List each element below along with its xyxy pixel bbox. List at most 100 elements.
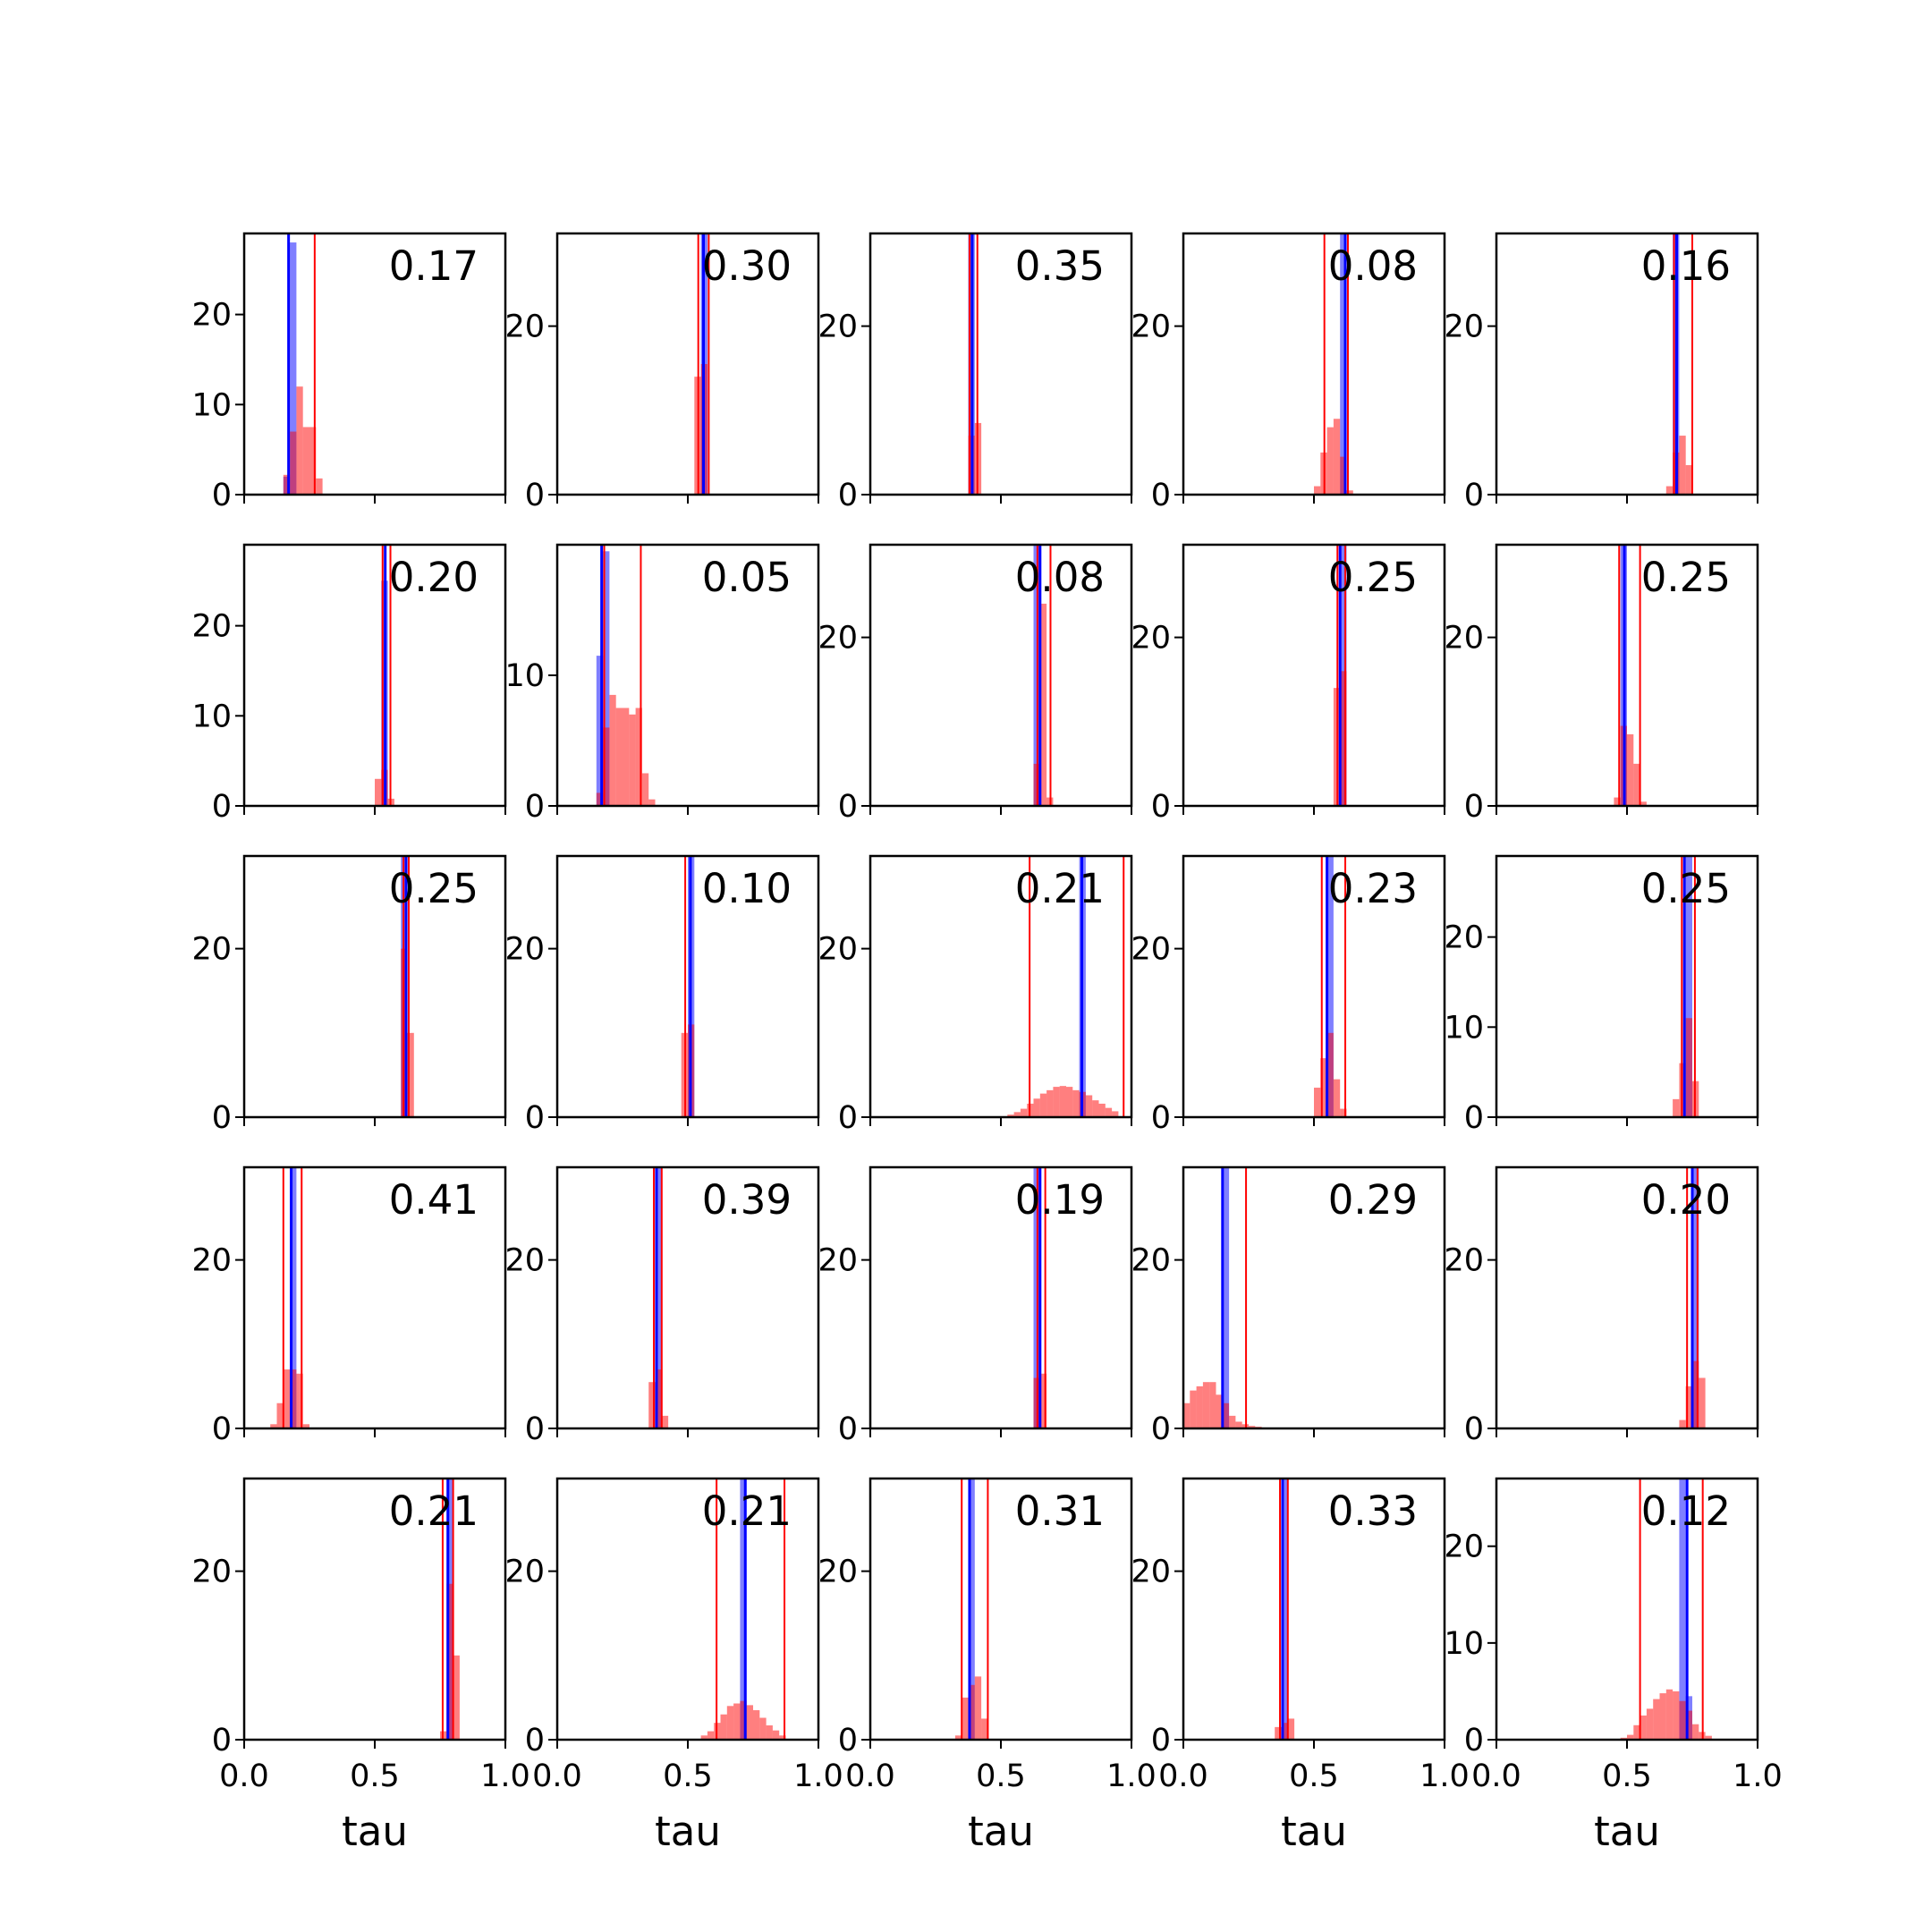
subplot-score-label: 0.25 [389,865,479,912]
y-tick-label: 0 [525,789,545,825]
red-hist-bar [974,1676,982,1740]
y-tick-label: 0 [525,1723,545,1758]
y-tick-label: 20 [818,1555,858,1590]
x-tick-label: 0.5 [350,1758,400,1794]
y-tick-label: 20 [191,609,232,645]
red-hist-bar [1196,1385,1203,1428]
x-axis-title: tau [342,1808,408,1855]
red-hist-bar [1007,1114,1014,1117]
red-hist-bar [766,1724,773,1740]
blue-hist-bar [290,242,297,495]
subplot-2-3: 0 20 0.08 [818,543,1133,825]
red-hist-bar [1314,486,1321,495]
red-hist-bar [296,386,303,495]
red-hist-bar [1066,1087,1073,1117]
red-hist-bar [446,1583,453,1740]
subplot-score-label: 0.25 [1641,554,1731,601]
red-hist-bar [1020,1108,1028,1117]
red-hist-bar [1640,1715,1647,1740]
red-hist-bar [1112,1111,1119,1117]
red-hist-bar [1679,1700,1686,1740]
subplot-score-label: 0.20 [389,554,479,601]
red-hist-bar [1209,1382,1216,1428]
y-tick-label: 20 [191,932,232,968]
blue-hist-bar [968,1479,975,1740]
y-tick-label: 0 [838,1723,858,1758]
y-tick-label: 20 [504,309,545,345]
subplot-score-label: 0.30 [702,242,792,290]
subplot-4-1: 0 20 0.41 [191,1165,507,1447]
red-hist-bar [1013,1112,1021,1117]
subplot-3-5: 0 10 20 0.25 [1444,854,1759,1136]
red-hist-bar [1659,1693,1666,1740]
subplots: 0 10 20 0.17 0 20 0.30 0 20 0.35 0 20 0.08 0 20 0.16 0 10… [191,232,1783,1855]
red-hist-bar [1705,1735,1712,1740]
y-tick-label: 0 [1464,1723,1484,1758]
subplot-score-label: 0.33 [1328,1487,1418,1535]
red-hist-bar [968,1684,975,1740]
subplot-score-label: 0.08 [1015,554,1105,601]
subplot-3-4: 0 20 0.23 [1131,854,1446,1136]
subplot-4-3: 0 20 0.19 [818,1165,1133,1447]
red-hist-bar [753,1710,760,1740]
y-tick-label: 0 [525,1411,545,1447]
y-tick-label: 10 [504,658,545,694]
red-hist-bar [375,778,382,806]
red-hist-bar [276,1402,284,1428]
red-hist-bar [1190,1390,1197,1428]
x-tick-label: 1.0 [793,1758,843,1794]
red-hist-bar [296,1373,303,1428]
subplot-4-4: 0 20 0.29 [1131,1165,1446,1447]
subplot-1-1: 0 10 20 0.17 [191,232,507,513]
red-hist-bar [629,714,636,806]
red-hist-bar [1673,1098,1680,1117]
red-hist-bar [779,1735,786,1740]
y-tick-label: 20 [818,932,858,968]
red-hist-bar [309,427,317,495]
red-hist-bar [1275,1726,1282,1740]
subplot-score-label: 0.39 [702,1176,792,1224]
y-tick-label: 20 [1131,309,1171,345]
red-hist-bar [453,1655,460,1740]
y-tick-label: 0 [1464,478,1484,513]
subplot-2-2: 0 10 0.05 [504,543,820,825]
red-hist-bar [1046,1089,1054,1117]
red-hist-bar [290,431,297,495]
red-hist-bar [726,1706,734,1740]
y-tick-label: 20 [1444,1530,1484,1565]
y-tick-label: 0 [212,1723,232,1758]
red-hist-bar [720,1714,727,1740]
red-hist-bar [270,1424,277,1428]
y-tick-label: 10 [191,699,232,734]
blue-hist-bar [1685,856,1692,1117]
subplot-3-1: 0 20 0.25 [191,854,507,1136]
y-tick-label: 0 [212,1411,232,1447]
red-hist-bar [641,773,649,806]
red-hist-bar [316,478,323,495]
x-tick-label: 0.5 [1289,1758,1339,1794]
subplot-1-5: 0 20 0.16 [1444,232,1759,513]
red-hist-bar [1039,1373,1047,1428]
red-hist-bar [1039,603,1047,806]
subplot-1-2: 0 20 0.30 [504,232,820,513]
subplot-score-label: 0.25 [1641,865,1731,912]
x-tick-label: 0.0 [219,1758,269,1794]
y-tick-label: 20 [818,1243,858,1279]
blue-hist-bar [603,551,610,806]
red-hist-bar [981,1718,988,1740]
y-tick-label: 20 [1131,932,1171,968]
y-tick-label: 0 [1464,1411,1484,1447]
red-hist-bar [1653,1699,1660,1740]
red-hist-bar [1287,1718,1295,1740]
red-hist-bar [302,427,309,495]
red-hist-bar [962,1697,969,1740]
x-axis-title: tau [1594,1808,1660,1855]
red-hist-bar [283,1369,291,1428]
y-tick-label: 20 [1444,621,1484,657]
subplot-score-label: 0.12 [1641,1487,1731,1535]
subplot-4-2: 0 20 0.39 [504,1165,820,1447]
subplot-3-2: 0 20 0.10 [504,854,820,1136]
subplot-score-label: 0.23 [1328,865,1418,912]
x-tick-label: 0.5 [1602,1758,1652,1794]
y-tick-label: 0 [212,789,232,825]
